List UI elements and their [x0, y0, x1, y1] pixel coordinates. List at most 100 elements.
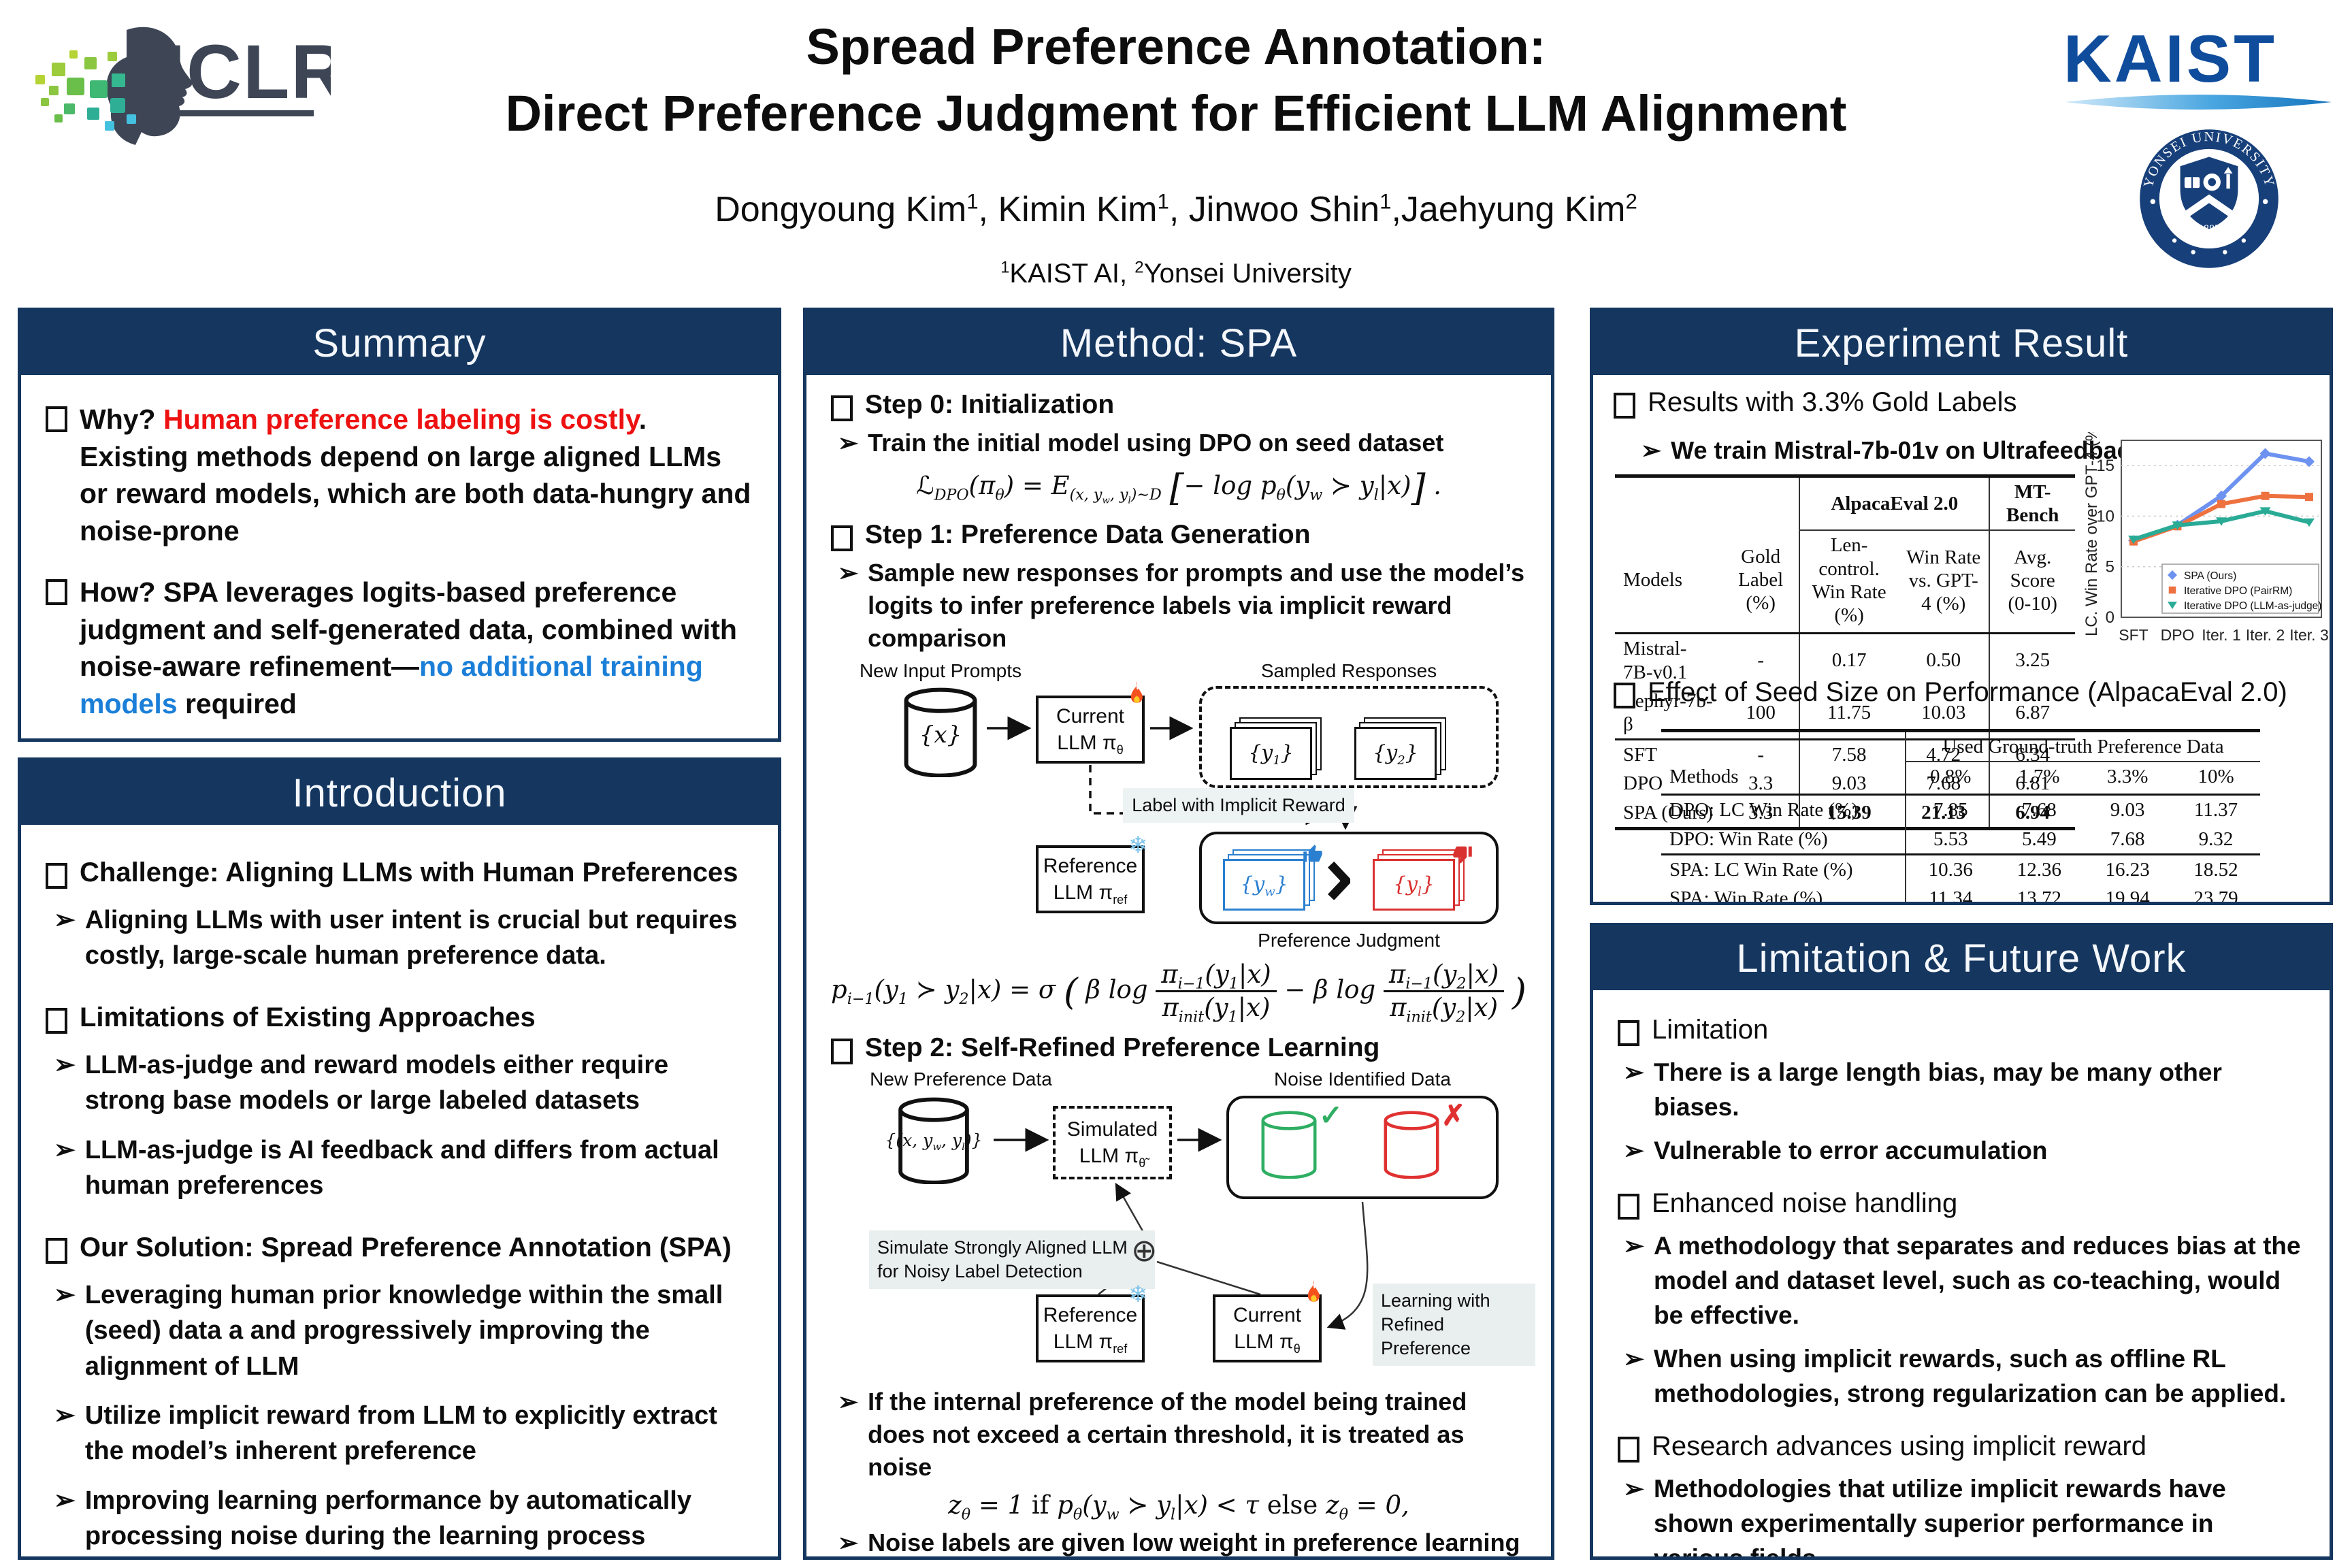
arrow-bullet-icon: ➢: [1623, 1232, 1645, 1260]
subsection-heading: How? SPA leverages logits-based preferen…: [44, 574, 755, 722]
checkbox-icon: [46, 1007, 67, 1034]
seed-table: Used Ground-truth Preference Data Methods…: [1661, 729, 2260, 902]
current-llm-box2: Current LLM πθ: [1213, 1294, 1322, 1362]
introduction-section: Introduction Challenge: Aligning LLMs wi…: [18, 757, 781, 1560]
limitation-header: Limitation & Future Work: [1593, 926, 2330, 990]
bullet-item: ➢ Utilize implicit reward from LLM to exp…: [51, 1398, 755, 1469]
noise-identified-data-label: Noise Identified Data: [1274, 1068, 1451, 1090]
summary-body: Why? Human preference labeling is costly…: [21, 375, 778, 738]
preference-database-icon: {(x, yw, yl)}: [883, 1097, 985, 1185]
yonsei-seal: YONSEI UNIVERSITY 1885: [2140, 129, 2278, 268]
arrow-bullet-icon: ➢: [838, 1528, 859, 1556]
snowflake-icon: ❄: [1128, 832, 1148, 858]
subsection-heading: Our Solution: Spread Preference Annotati…: [44, 1232, 755, 1264]
arrow-bullet-icon: ➢: [838, 558, 859, 587]
arrow-bullet-icon: ➢: [54, 1401, 76, 1430]
bullet-item: ➢ Leveraging human prior knowledge within…: [51, 1277, 755, 1384]
kaist-wordmark: KAIST: [2063, 21, 2277, 96]
step1-formula: pi−1(y1 ≻ y2|x) = σ ( β log πi−1(y1|x) πi…: [831, 959, 1526, 1026]
arrow-bullet-icon: ➢: [1623, 1345, 1645, 1373]
rejected-doc-stack: {yl}: [1373, 858, 1455, 911]
response-doc-stack-y1: {y1}: [1230, 726, 1312, 780]
poster-title-line1: Spread Preference Annotation:: [806, 18, 1546, 75]
svg-text:Iter. 2: Iter. 2: [2246, 626, 2285, 644]
summary-header: Summary: [21, 311, 778, 375]
learning-caption: Learning with Refined Preference: [1373, 1283, 1535, 1367]
method-section: Method: SPA Step 0: Initialization ➢ Train…: [803, 308, 1554, 1560]
svg-text:SFT: SFT: [2119, 626, 2148, 644]
clean-data-cylinder-icon: [1252, 1111, 1326, 1179]
bullet-item: ➢ Vulnerable to error accumulation: [1620, 1133, 2306, 1168]
bullet-item: ➢ LLM-as-judge is AI feedback and differs…: [51, 1132, 755, 1204]
poster-title-line2: Direct Preference Judgment for Efficient…: [505, 85, 1847, 142]
introduction-body: Challenge: Aligning LLMs with Human Pref…: [21, 825, 778, 1556]
arrow-bullet-icon: ➢: [54, 1280, 76, 1309]
subsection-heading: Research advances using implicit reward: [1616, 1431, 2306, 1463]
arrow-bullet-icon: ➢: [54, 1050, 76, 1079]
results-table-container: AlpacaEval 2.0 MT-Bench Models Gold Label (%…: [1615, 474, 2075, 830]
checkbox-icon: [831, 1038, 853, 1064]
bullet-item: ➢ Sample new responses for prompts and us…: [835, 557, 1528, 655]
noisy-data-cylinder-icon: [1375, 1111, 1448, 1179]
svg-text:SPA (Ours): SPA (Ours): [2184, 570, 2236, 582]
checkbox-icon: [1614, 393, 1635, 419]
bullet-item: ➢ There is a large length bias, may be ma…: [1620, 1055, 2306, 1124]
arrow-bullet-icon: ➢: [1623, 1137, 1645, 1165]
response-doc-stack-y2: {y2}: [1354, 726, 1437, 780]
formula: ℒDPO(πθ) = E(x, yw, yl)∼D [− log pθ(yw ≻…: [915, 466, 1442, 509]
experiment-body: Results with 3.3% Gold Labels ➢ We train …: [1593, 375, 2330, 902]
current-llm-box: Current LLM πθ: [1036, 695, 1145, 764]
cross-icon: ✗: [1441, 1098, 1466, 1131]
fire-icon: [1124, 681, 1147, 708]
arrow-bullet-icon: ➢: [1641, 436, 1662, 464]
svg-text:Iter. 3: Iter. 3: [2289, 626, 2328, 644]
method-body: Step 0: Initialization ➢ Train the initial…: [806, 375, 1551, 1556]
self-refined-learning-diagram: New Preference Data Noise Identified Dat…: [832, 1068, 1535, 1380]
svg-text:Iter. 1: Iter. 1: [2202, 626, 2241, 644]
implicit-reward-label: Label with Implicit Reward: [1123, 787, 1354, 823]
checkbox-icon: [46, 863, 67, 889]
bullet-item: ➢ LLM-as-judge and reward models either r…: [51, 1047, 755, 1119]
arrow-bullet-icon: ➢: [1623, 1475, 1645, 1503]
iclr-mosaic-icon: [35, 50, 136, 131]
arrow-bullet-icon: ➢: [54, 1135, 76, 1164]
fire-icon2: [1301, 1279, 1324, 1307]
thumbs-up-icon: [1303, 844, 1323, 864]
win-rate-chart: 0 5 10 15 SFT DPO Iter. 1 Iter. 2 Iter. 3 LC. Win…: [2082, 432, 2328, 644]
new-preference-data-label: New Preference Data: [870, 1068, 1052, 1090]
bullet-item: ➢ A methodology that separates and reduce…: [1620, 1228, 2306, 1333]
reference-llm-box2: Reference LLM πref: [1036, 1294, 1145, 1362]
yonsei-year: 1885: [2198, 223, 2220, 235]
svg-text:Iterative DPO (PairRM): Iterative DPO (PairRM): [2184, 585, 2292, 597]
checkbox-icon: [831, 525, 853, 551]
checkbox-icon: [1618, 1020, 1639, 1046]
authors: Dongyoung Kim1, Kimin Kim1, Jinwoo Shin1…: [715, 189, 1637, 229]
svg-text:5: 5: [2106, 558, 2114, 576]
kaist-swoosh: [2065, 95, 2332, 110]
bullet-item: ➢ If the internal preference of the model…: [835, 1386, 1528, 1484]
sampled-responses-label: Sampled Responses: [1260, 659, 1437, 681]
experiment-header: Experiment Result: [1593, 311, 2330, 375]
new-input-prompts-label: New Input Prompts: [859, 659, 1022, 681]
subsection-heading: Limitations of Existing Approaches: [44, 1002, 755, 1034]
limitation-section: Limitation & Future Work Limitation ➢ Ther…: [1590, 923, 2333, 1560]
step2-heading: Step 2: Self-Refined Preference Learning: [830, 1033, 1528, 1064]
limitation-body: Limitation ➢ There is a large length bias,…: [1593, 990, 2330, 1556]
bullet-item: ➢ Improving learning performance by autom…: [51, 1483, 755, 1554]
simulated-llm-box: Simulated LLM πθ̃: [1053, 1105, 1172, 1179]
checkbox-icon: [46, 406, 67, 432]
svg-text:0: 0: [2106, 608, 2114, 627]
subsection-heading: Step 0: Initialization: [830, 390, 1528, 421]
subsection-heading: Challenge: Aligning LLMs with Human Pref…: [44, 858, 755, 889]
seed-table-container: Used Ground-truth Preference Data Methods…: [1661, 729, 2260, 902]
experiment-section: Experiment Result Results with 3.3% Gold…: [1590, 308, 2333, 905]
results-heading: Results with 3.3% Gold Labels: [1612, 387, 2017, 419]
bullet-item: ➢ When using implicit rewards, such as of…: [1620, 1341, 2306, 1411]
subsection-heading: Step 1: Preference Data Generation: [830, 520, 1528, 551]
results-table: AlpacaEval 2.0 MT-Bench Models Gold Label (%…: [1615, 474, 2075, 830]
method-header: Method: SPA: [806, 311, 1551, 375]
subsection-heading: Why? Human preference labeling is costly…: [44, 401, 755, 549]
svg-text:DPO: DPO: [2161, 626, 2195, 644]
checkbox-icon: [46, 579, 67, 606]
